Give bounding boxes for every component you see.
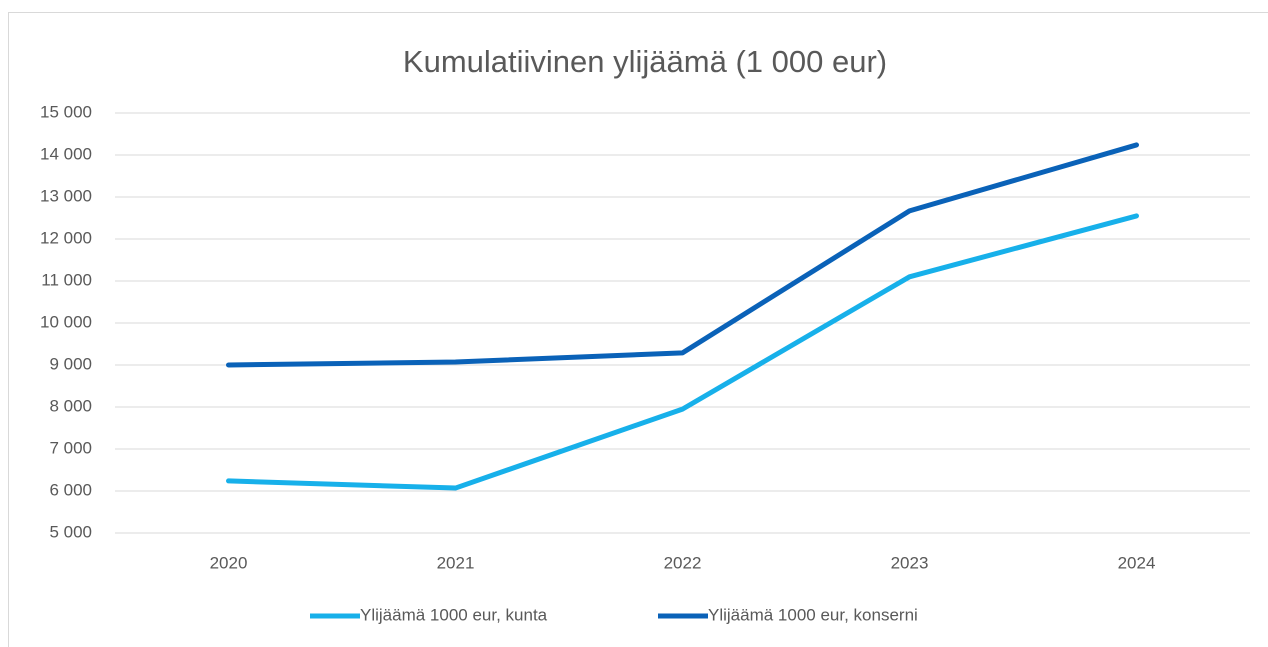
line-series [226, 142, 1139, 368]
chart-title: Kumulatiivinen ylijäämä (1 000 eur) [403, 44, 887, 79]
y-tick-label: 5 000 [49, 522, 92, 541]
y-tick-label: 9 000 [49, 354, 92, 373]
y-tick-label: 6 000 [49, 480, 92, 499]
y-tick-label: 7 000 [49, 438, 92, 457]
y-tick-label: 10 000 [40, 312, 92, 331]
legend-label: Ylijäämä 1000 eur, kunta [360, 605, 548, 624]
y-tick-label: 15 000 [40, 102, 92, 121]
line-series [226, 213, 1139, 491]
y-tick-label: 11 000 [41, 270, 92, 289]
y-tick-label: 14 000 [40, 144, 92, 163]
x-tick-label: 2024 [1118, 553, 1156, 572]
y-tick-label: 8 000 [49, 396, 92, 415]
y-tick-label: 13 000 [40, 186, 92, 205]
x-tick-label: 2022 [664, 553, 702, 572]
x-tick-label: 2020 [210, 553, 248, 572]
x-tick-label: 2023 [891, 553, 929, 572]
chart-frame [8, 12, 1268, 647]
x-tick-label: 2021 [437, 553, 475, 572]
y-tick-label: 12 000 [40, 228, 92, 247]
legend-label: Ylijäämä 1000 eur, konserni [708, 605, 918, 624]
